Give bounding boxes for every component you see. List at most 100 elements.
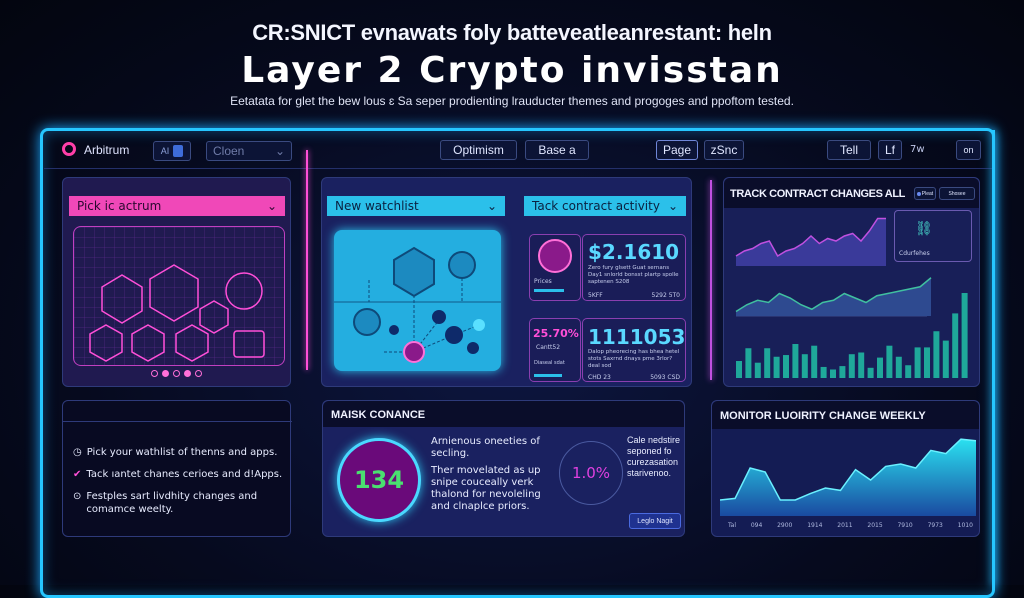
tab-base[interactable]: Base a	[525, 140, 589, 160]
coin-icon	[225, 272, 263, 310]
carousel-dot[interactable]	[162, 370, 169, 377]
change-sublabel: Diaseal sdat	[534, 360, 565, 366]
ai-label: AI	[160, 146, 170, 156]
bar	[792, 344, 799, 378]
liquidity-x-axis: Tal 094 2900 1914 2011 2015 7910 7973 1010	[728, 522, 973, 529]
x-tick-label: 7973	[927, 522, 943, 529]
progress-bar	[534, 289, 564, 292]
price-token-label: Prices	[534, 278, 552, 285]
watchlist-dropdown[interactable]: New watchlist ⌄	[327, 196, 505, 216]
percent-gauge: 1.0%	[559, 441, 623, 505]
hexagon-icon	[199, 300, 229, 334]
node-icon	[389, 325, 399, 335]
token-icon	[353, 308, 381, 336]
bar	[952, 313, 959, 378]
node-icon	[467, 342, 479, 354]
features-panel: ◷ Pick your wathlist of thenns and apps. …	[62, 400, 292, 537]
liquidity-panel: MONITOR LUOIRITY CHANGE WEEKLY Tal 094 290…	[711, 400, 980, 537]
bar	[942, 340, 949, 378]
hexagon-icon	[175, 324, 209, 362]
network-graph	[334, 246, 501, 363]
hexagon-icon	[393, 246, 435, 298]
price-footer-right: 5292 5T0	[651, 292, 680, 299]
liquidity-area	[720, 439, 976, 516]
price-footer-left: 5KFF	[588, 292, 603, 299]
filter-button[interactable]: Pleat	[914, 187, 936, 200]
feature-item: ◷ Pick your wathlist of thenns and apps.	[73, 446, 288, 459]
legend-label: Cdurfehes	[899, 250, 930, 257]
network-select[interactable]: Cloen ⌄	[206, 141, 292, 161]
percent-value: 1.0%	[571, 464, 611, 482]
filter-select[interactable]: Shosee	[939, 187, 975, 200]
chevron-down-icon: ⌄	[266, 199, 277, 213]
carousel-dots[interactable]	[151, 370, 202, 377]
frame-right-edge	[992, 130, 995, 585]
ai-icon	[173, 145, 184, 157]
node-icon	[473, 319, 485, 331]
gauge: 134	[337, 438, 421, 522]
x-tick-label: 7910	[897, 522, 913, 529]
hexagon-icon	[149, 264, 199, 322]
protocol-grid	[73, 226, 285, 366]
chain-picker-panel: Pick ic actrum ⌄	[62, 177, 291, 387]
price-value: $2.1610	[588, 240, 680, 264]
lf-button[interactable]: Lf	[878, 140, 902, 160]
bar	[924, 347, 930, 378]
filter-select-value: Shosee	[948, 190, 966, 197]
carousel-dot[interactable]	[184, 370, 191, 377]
market-text-2: Ther movelated as up snipe couceally ver…	[431, 465, 541, 512]
price-card: $2.1610 Zero fury glsett Guat sernans Da…	[582, 234, 686, 301]
bar	[764, 348, 771, 378]
carousel-dot[interactable]	[195, 370, 202, 377]
activity-area	[736, 277, 931, 316]
liquidity-chart	[720, 438, 976, 516]
volume-card: 1111053 Dalop pheorecing has bhea hetel …	[582, 318, 686, 382]
tw-label: 7w	[910, 144, 925, 155]
ai-button[interactable]: AI	[153, 141, 191, 161]
bar	[961, 293, 968, 378]
contract-changes-area	[736, 218, 886, 266]
chain-dropdown[interactable]: Pick ic actrum ⌄	[69, 196, 285, 216]
bar	[754, 362, 761, 378]
volume-footer-left: CHD 23	[588, 374, 611, 381]
shield-icon	[538, 239, 572, 273]
settings-button[interactable]: on	[956, 140, 981, 160]
chain-dropdown-value: Pick ic actrum	[77, 199, 162, 213]
check-circle-icon: ⊙	[73, 491, 82, 502]
dot-icon	[916, 191, 921, 196]
sync-button[interactable]: zSnc	[704, 140, 744, 160]
x-tick-label: Tal	[728, 522, 737, 529]
watchlist-graph	[334, 230, 501, 371]
bar	[848, 354, 855, 378]
market-title: MAISK CONANCE	[323, 401, 684, 427]
bar	[736, 361, 742, 378]
arbitrum-logo-icon	[62, 142, 76, 156]
x-tick-label: 2011	[837, 522, 853, 529]
node-icon	[432, 310, 446, 324]
bar	[933, 331, 940, 378]
legend-card: ⛓ Cdurfehes	[894, 210, 972, 262]
select-value: Cloen	[213, 144, 245, 158]
node-icon	[445, 326, 463, 344]
learn-more-button[interactable]: Leglo Nagit	[629, 513, 681, 529]
activity-dropdown[interactable]: Tack contract activity ⌄	[524, 196, 686, 216]
contract-changes-panel: TRACK CONTRACT CHANGES ALL Pleat Shosee …	[723, 177, 980, 387]
toolbar-divider	[44, 168, 992, 169]
bar	[745, 348, 752, 378]
tell-button[interactable]: Tell	[827, 140, 871, 160]
bar	[773, 356, 780, 378]
link-icon: ⛓	[915, 221, 933, 237]
market-text: Arnienous oneeties of secling. Ther move…	[431, 436, 551, 513]
clock-icon: ◷	[73, 447, 82, 458]
feature-item: ⊙ Festples sart livdhity changes and coma…	[73, 490, 288, 516]
tab-optimism[interactable]: Optimism	[440, 140, 517, 160]
hexagon-icon	[101, 274, 143, 324]
features-divider	[63, 421, 292, 422]
liquidity-line	[720, 438, 976, 501]
chevron-down-icon: ⌄	[274, 144, 285, 158]
contract-charts	[735, 217, 968, 378]
feature-text: Pick your wathlist of thenns and apps.	[86, 447, 278, 458]
page-button[interactable]: Page	[656, 140, 698, 160]
carousel-dot[interactable]	[173, 370, 180, 377]
carousel-dot[interactable]	[151, 370, 158, 377]
